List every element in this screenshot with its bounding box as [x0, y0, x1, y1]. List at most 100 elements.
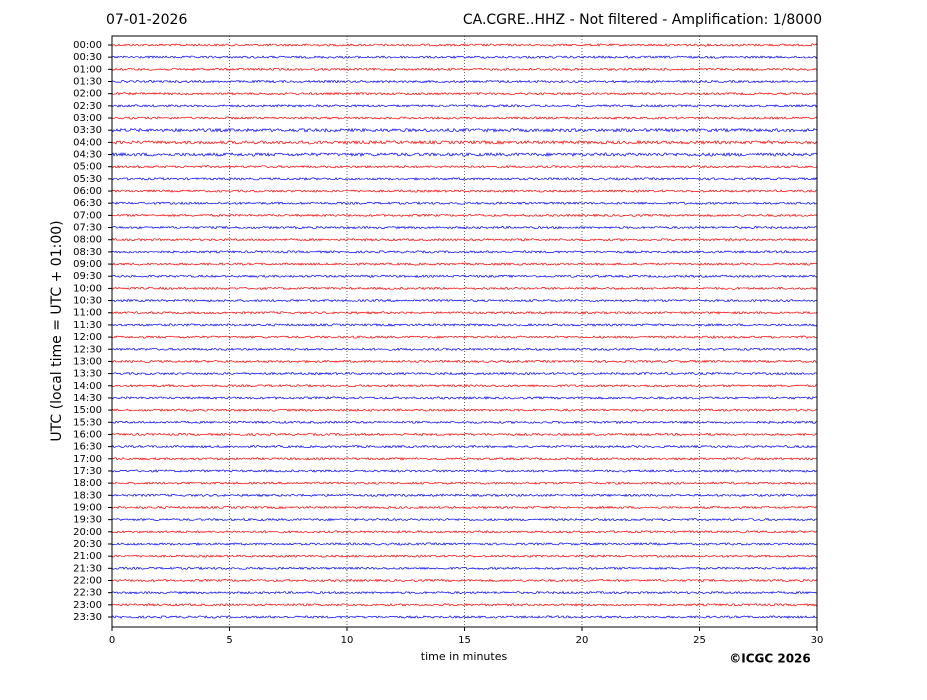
trace [111, 481, 818, 485]
y-tick-label: 18:00 [73, 478, 102, 489]
trace [111, 104, 818, 108]
trace [111, 139, 818, 145]
y-tick-label: 22:30 [73, 588, 102, 599]
y-tick-label: 16:00 [73, 429, 102, 440]
y-tick-label: 21:00 [73, 551, 102, 562]
y-tick-label: 23:30 [73, 612, 102, 623]
trace [111, 396, 818, 400]
trace [111, 444, 817, 449]
trace [111, 408, 818, 412]
trace [111, 347, 818, 352]
trace [111, 590, 818, 595]
trace [111, 201, 818, 206]
y-tick-label: 10:00 [73, 283, 102, 294]
trace [111, 615, 818, 619]
y-tick-label: 07:30 [73, 223, 102, 234]
y-tick-label: 02:30 [73, 101, 102, 112]
y-tick-label: 05:00 [73, 162, 102, 173]
y-tick-label: 09:00 [73, 259, 102, 270]
trace [111, 542, 818, 546]
y-tick-label: 15:30 [73, 417, 102, 428]
traces [111, 36, 818, 627]
y-tick-label: 02:00 [73, 89, 102, 100]
y-tick-label: 06:30 [73, 198, 102, 209]
trace [111, 554, 818, 558]
trace [111, 91, 818, 96]
y-tick-label: 17:00 [73, 454, 102, 465]
y-tick-label: 19:30 [73, 515, 102, 526]
trace [111, 237, 818, 242]
y-tick-label: 14:30 [73, 393, 102, 404]
trace [111, 310, 818, 315]
y-tick-label: 20:30 [73, 539, 102, 550]
y-tick-label: 03:00 [73, 113, 102, 124]
x-tick-label: 10 [341, 635, 354, 646]
y-tick-label: 20:00 [73, 527, 102, 538]
trace [111, 420, 818, 425]
x-tick-label: 30 [811, 635, 824, 646]
trace [111, 55, 818, 60]
trace [111, 116, 818, 120]
trace [111, 176, 818, 181]
y-tick-label: 03:30 [73, 125, 102, 136]
trace [111, 517, 818, 522]
y-tick-label: 07:00 [73, 210, 102, 221]
trace [111, 493, 818, 498]
y-tick-label: 13:00 [73, 356, 102, 367]
copyright: ©ICGC 2026 [729, 652, 811, 666]
y-tick-label: 19:00 [73, 502, 102, 513]
y-tick-label: 00:00 [73, 40, 102, 51]
y-axis-label: UTC (local time = UTC + 01:00) [49, 220, 65, 441]
trace [111, 566, 818, 571]
trace [111, 225, 818, 230]
x-axis-label: time in minutes [421, 650, 508, 663]
y-tick-label: 13:30 [73, 369, 102, 380]
trace [111, 213, 818, 218]
trace [111, 505, 818, 510]
trace [111, 298, 818, 303]
chart-title: CA.CGRE..HHZ - Not filtered - Amplificat… [463, 12, 822, 28]
y-tick-label: 16:30 [73, 442, 102, 453]
x-tick-label: 0 [109, 635, 115, 646]
trace [111, 432, 818, 437]
y-tick-label: 06:00 [73, 186, 102, 197]
y-tick-label: 05:30 [73, 174, 102, 185]
y-tick-label: 01:30 [73, 77, 102, 88]
trace [111, 262, 818, 267]
trace [111, 335, 818, 339]
date: 07-01-2026 [106, 12, 187, 28]
plot-frame [111, 35, 818, 628]
x-tick-label: 5 [226, 635, 232, 646]
trace [111, 274, 818, 279]
y-tick-label: 22:00 [73, 575, 102, 586]
trace [111, 323, 818, 327]
y-tick-label: 04:00 [73, 137, 102, 148]
y-tick-label: 10:30 [73, 296, 102, 307]
trace [111, 286, 818, 291]
y-tick-label: 15:00 [73, 405, 102, 416]
trace [111, 383, 818, 388]
x-tick-label: 20 [576, 635, 589, 646]
y-tick-label: 00:30 [73, 52, 102, 63]
trace [111, 529, 817, 534]
y-tick-label: 04:30 [73, 150, 102, 161]
y-tick-label: 11:00 [73, 308, 102, 319]
trace [111, 127, 818, 133]
trace [111, 469, 818, 473]
trace [111, 67, 818, 72]
y-tick-label: 12:30 [73, 344, 102, 355]
trace [111, 456, 818, 461]
trace [111, 359, 818, 364]
y-tick-label: 08:30 [73, 247, 102, 258]
trace [111, 79, 818, 84]
y-tick-label: 21:30 [73, 563, 102, 574]
trace [111, 164, 818, 169]
x-tick-label: 15 [458, 635, 471, 646]
trace [111, 578, 818, 583]
trace [111, 250, 818, 254]
y-tick-label: 14:00 [73, 381, 102, 392]
y-tick-label: 09:30 [73, 271, 102, 282]
trace [111, 189, 818, 193]
